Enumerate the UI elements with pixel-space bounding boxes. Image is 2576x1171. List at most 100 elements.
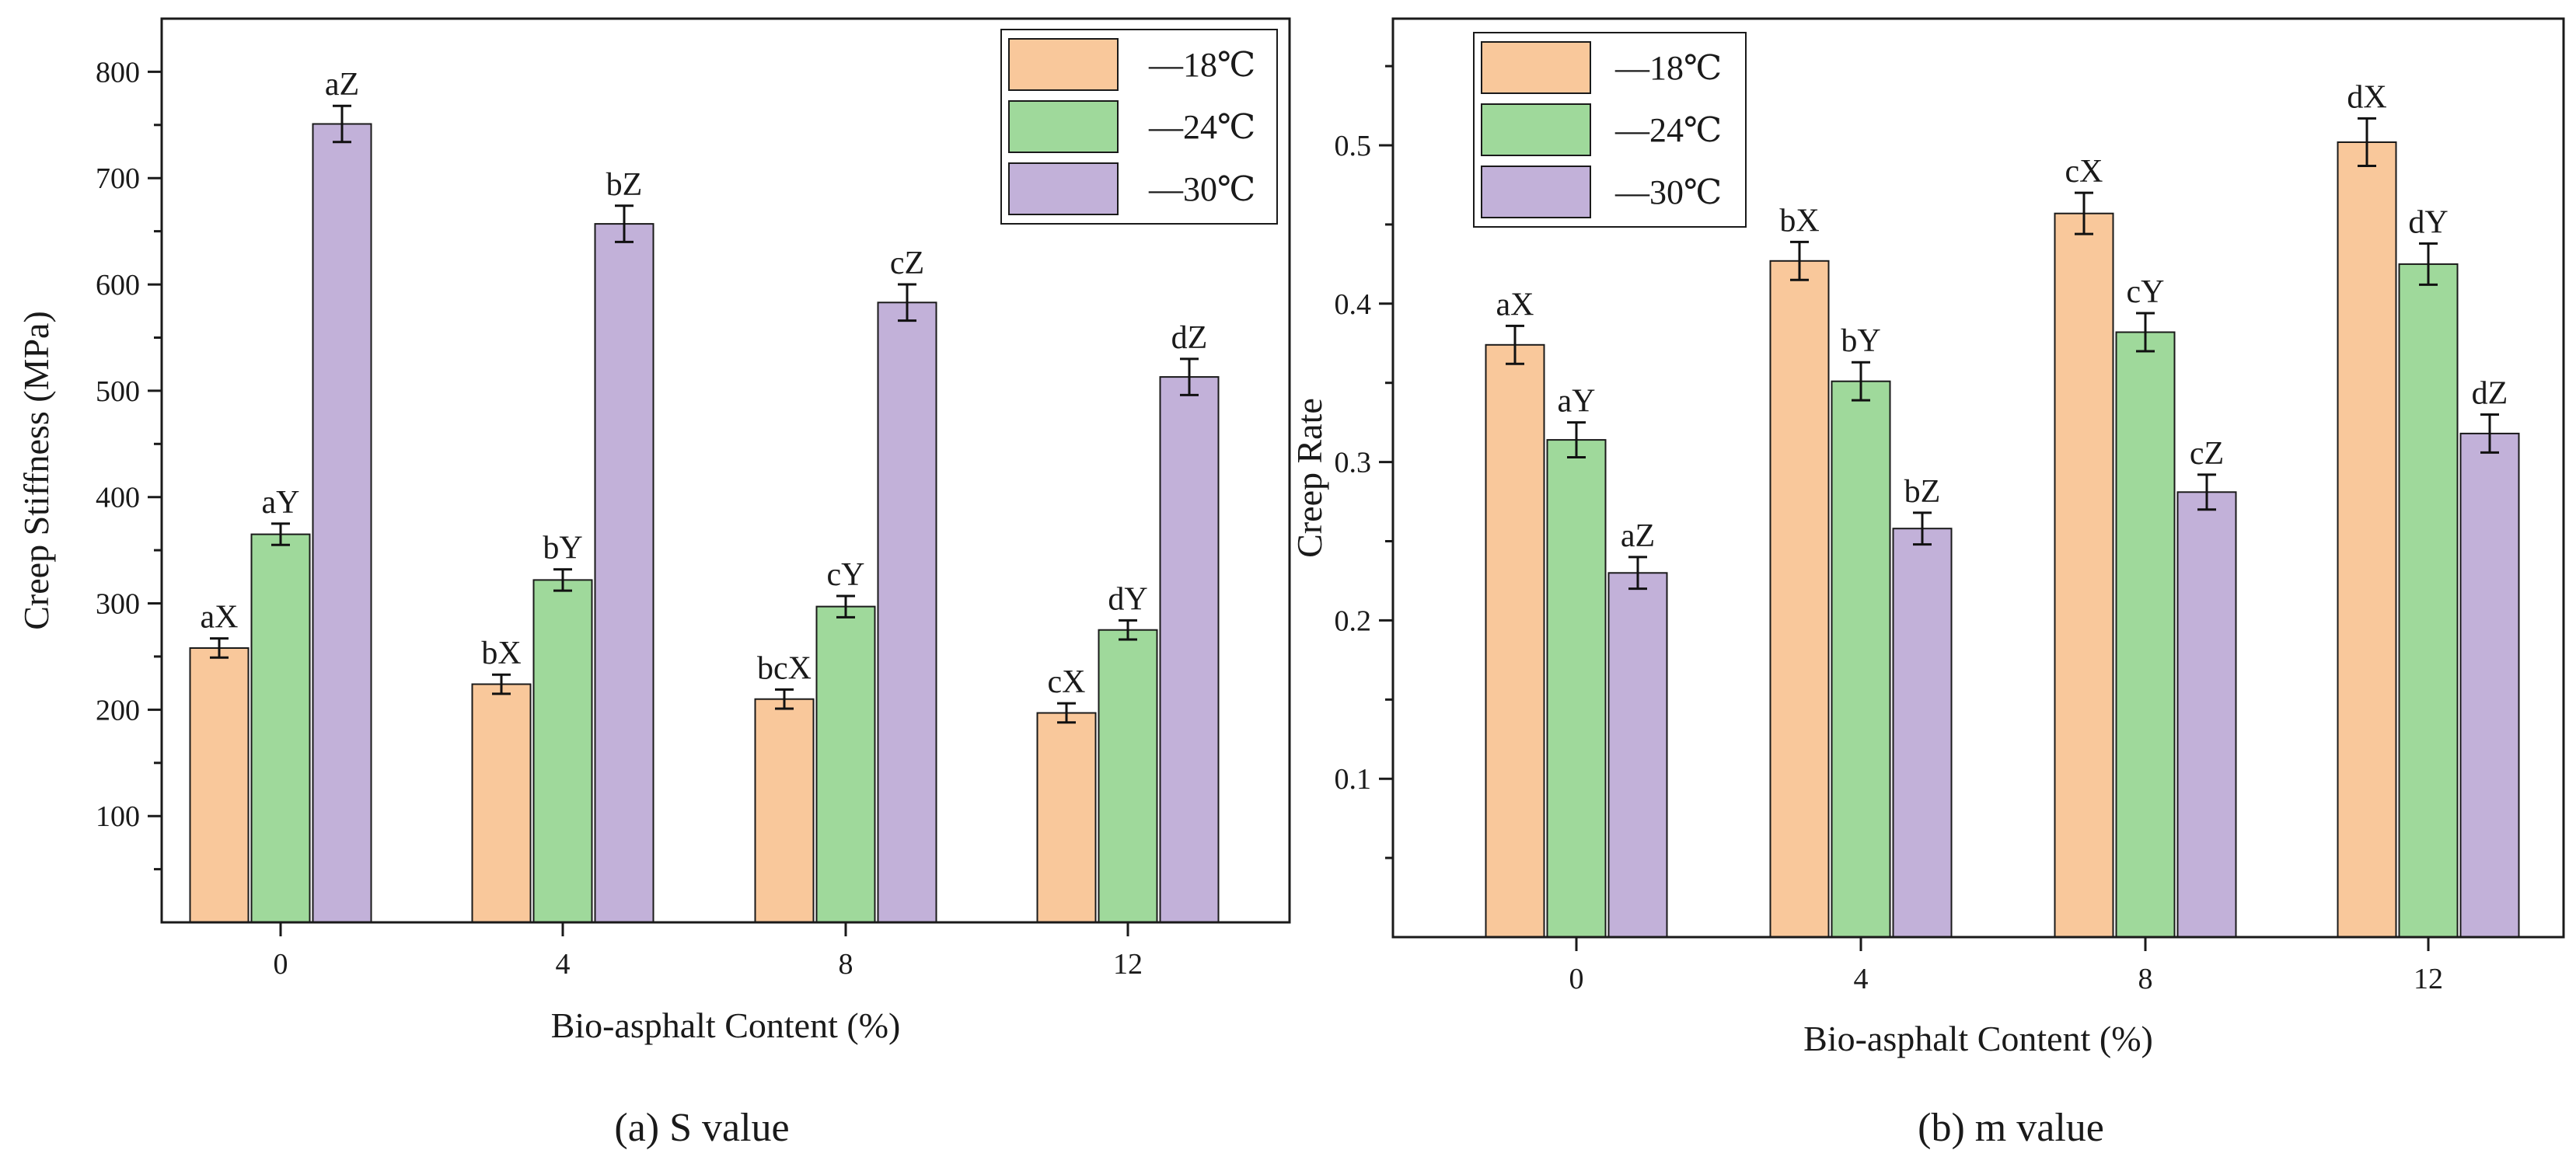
chart-b-errorbar-s1-c2 — [2136, 312, 2155, 353]
chart-a-ytick-label: 200 — [96, 694, 140, 727]
chart-a-ytick-label: 100 — [96, 800, 140, 833]
chart-b-legend-swatch-s0 — [1481, 41, 1591, 94]
chart-b-legend-swatch-s1 — [1481, 103, 1591, 156]
chart-b-bar-label-s0-c3: dX — [2347, 79, 2386, 115]
chart-a-bar-s1-c3 — [1098, 629, 1158, 923]
chart-a-bar-s2-c0 — [312, 123, 372, 923]
chart-b-legend-label-s1: —24℃ — [1614, 111, 1722, 149]
chart-b-plot-frame — [1391, 17, 2565, 939]
chart-a-bar-label-s0-c0: aX — [201, 600, 239, 636]
chart-a-legend-swatch-s0 — [1008, 38, 1119, 91]
chart-b-bar-label-s1-c3: dY — [2408, 204, 2448, 240]
chart-b-xtick-label: 8 — [2138, 963, 2153, 995]
chart-b-y-axis-title: Creep Rate — [1290, 398, 1329, 558]
chart-a-ytick-label: 500 — [96, 375, 140, 408]
chart-a-bar-s0-c3 — [1036, 712, 1097, 923]
chart-b-ytick-label: 0.4 — [1335, 288, 1372, 321]
chart-a-errorbar-s1-c3 — [1119, 619, 1137, 641]
chart-a-legend-swatch-s2 — [1008, 162, 1119, 215]
chart-b-errorbar-s2-c1 — [1913, 511, 1932, 546]
chart-a-errorbar-s0-c0 — [210, 637, 229, 659]
chart-b-xtick-label: 4 — [1854, 963, 1869, 995]
chart-b-x-axis-title: Bio-asphalt Content (%) — [1803, 1019, 2153, 1058]
chart-b-bar-s2-c0 — [1607, 572, 1668, 938]
chart-a-legend-label-s1: —24℃ — [1148, 108, 1255, 146]
chart-a-errorbar-s1-c0 — [271, 522, 290, 546]
chart-b-xtick-label: 0 — [1569, 963, 1584, 995]
chart-a-ytick-label: 400 — [96, 482, 140, 514]
chart-a-creep-stiffness: aX aY aZ bX bY bZ bcX cY cZ cX dY dZ 100 200 300 400 500… — [16, 17, 1291, 1045]
chart-a-bar-label-s2-c0: aZ — [325, 67, 359, 103]
chart-a-bar-s2-c2 — [877, 301, 937, 923]
chart-a-errorbar-s0-c1 — [492, 673, 511, 695]
chart-a-legend-label-s0: —18℃ — [1148, 46, 1255, 84]
chart-b-creep-rate: aX aY aZ bX bY bZ cX cY cZ dX dY dZ 0.1 0.2 0.3 0.4 0.5 0… — [1290, 17, 2565, 1058]
chart-a-ytick-label: 800 — [96, 56, 140, 89]
chart-b-bar-s2-c2 — [2176, 491, 2237, 938]
chart-a-bar-label-s2-c2: cZ — [890, 246, 924, 281]
chart-b-bar-s0-c0 — [1485, 343, 1545, 938]
chart-b-xtick-label: 12 — [2414, 963, 2443, 995]
chart-b-bar-s2-c3 — [2459, 432, 2520, 938]
chart-a-x-axis-title: Bio-asphalt Content (%) — [551, 1005, 901, 1045]
chart-a-bar-label-s1-c2: cY — [827, 557, 865, 593]
chart-b-bar-s1-c3 — [2398, 263, 2459, 938]
chart-a-bar-s1-c0 — [250, 533, 311, 923]
chart-a-bar-s1-c1 — [532, 579, 593, 924]
chart-a-ytick-label: 600 — [96, 269, 140, 301]
chart-a-legend-label-s2: —30℃ — [1148, 170, 1255, 208]
chart-b-errorbar-s2-c0 — [1628, 556, 1647, 591]
chart-b-errorbar-s2-c3 — [2480, 413, 2499, 454]
chart-b-legend-swatch-s2 — [1481, 166, 1591, 218]
chart-a-errorbar-s0-c2 — [775, 688, 794, 710]
chart-b-errorbar-s0-c2 — [2075, 191, 2093, 235]
chart-a-bar-label-s1-c1: bY — [543, 531, 582, 566]
chart-b-bar-s2-c1 — [1892, 528, 1953, 938]
chart-a-xtick-label: 12 — [1113, 948, 1143, 981]
chart-a-errorbar-s2-c3 — [1180, 357, 1199, 396]
chart-a-bar-s0-c2 — [754, 698, 815, 923]
chart-a-bar-s2-c1 — [594, 223, 654, 924]
chart-a-xtick-label: 8 — [839, 948, 853, 981]
chart-b-bar-s1-c2 — [2115, 331, 2176, 938]
chart-b-ytick-label: 0.5 — [1335, 130, 1372, 162]
chart-a-bar-s0-c0 — [189, 647, 250, 923]
chart-a-errorbar-s2-c1 — [615, 204, 634, 243]
chart-b-bar-label-s0-c0: aX — [1496, 287, 1534, 322]
chart-b-bar-label-s2-c3: dZ — [2472, 376, 2508, 412]
chart-a-errorbar-s2-c2 — [898, 283, 916, 322]
chart-b-bar-s0-c2 — [2054, 212, 2114, 938]
chart-a-legend-swatch-s1 — [1008, 100, 1119, 153]
chart-b-bar-s0-c3 — [2337, 141, 2397, 938]
chart-b-errorbar-s1-c1 — [1852, 361, 1870, 402]
chart-b-caption: (b) m value — [1918, 1106, 2104, 1150]
chart-b-bar-label-s2-c1: bZ — [1904, 474, 1941, 510]
chart-a-errorbar-s2-c0 — [333, 104, 351, 144]
chart-a-errorbar-s0-c3 — [1057, 702, 1076, 724]
chart-b-bar-label-s1-c0: aY — [1558, 384, 1596, 420]
chart-b-bar-label-s0-c2: cX — [2065, 154, 2103, 190]
chart-a-bar-label-s1-c0: aY — [262, 485, 300, 521]
chart-b-errorbar-s0-c3 — [2358, 117, 2376, 168]
chart-b-errorbar-s0-c0 — [1506, 324, 1524, 365]
chart-b-errorbar-s1-c0 — [1567, 421, 1586, 459]
chart-a-errorbar-s1-c1 — [553, 568, 572, 592]
chart-b-bar-s0-c1 — [1769, 260, 1830, 938]
chart-a-bar-s0-c1 — [471, 683, 532, 923]
chart-a-xtick-label: 0 — [274, 948, 288, 981]
chart-a-ytick-label: 700 — [96, 162, 140, 195]
chart-b-bar-label-s0-c1: bX — [1779, 203, 1819, 239]
chart-a-ytick-label: 300 — [96, 588, 140, 621]
chart-b-bar-label-s1-c2: cY — [2127, 274, 2165, 310]
chart-b-ytick-label: 0.3 — [1335, 447, 1372, 479]
chart-b-bar-s1-c1 — [1831, 380, 1891, 938]
chart-a-caption: (a) S value — [614, 1106, 789, 1150]
chart-b-bar-label-s1-c1: bY — [1841, 323, 1880, 359]
chart-a-bar-label-s0-c2: bcX — [757, 650, 812, 686]
chart-a-bar-label-s0-c3: cX — [1048, 664, 1086, 700]
chart-b-bar-label-s2-c0: aZ — [1621, 518, 1655, 554]
chart-a-bar-label-s2-c1: bZ — [606, 167, 643, 203]
chart-a-bar-s2-c3 — [1159, 376, 1220, 924]
chart-a-y-axis-title: Creep Stiffness (MPa) — [16, 311, 56, 630]
